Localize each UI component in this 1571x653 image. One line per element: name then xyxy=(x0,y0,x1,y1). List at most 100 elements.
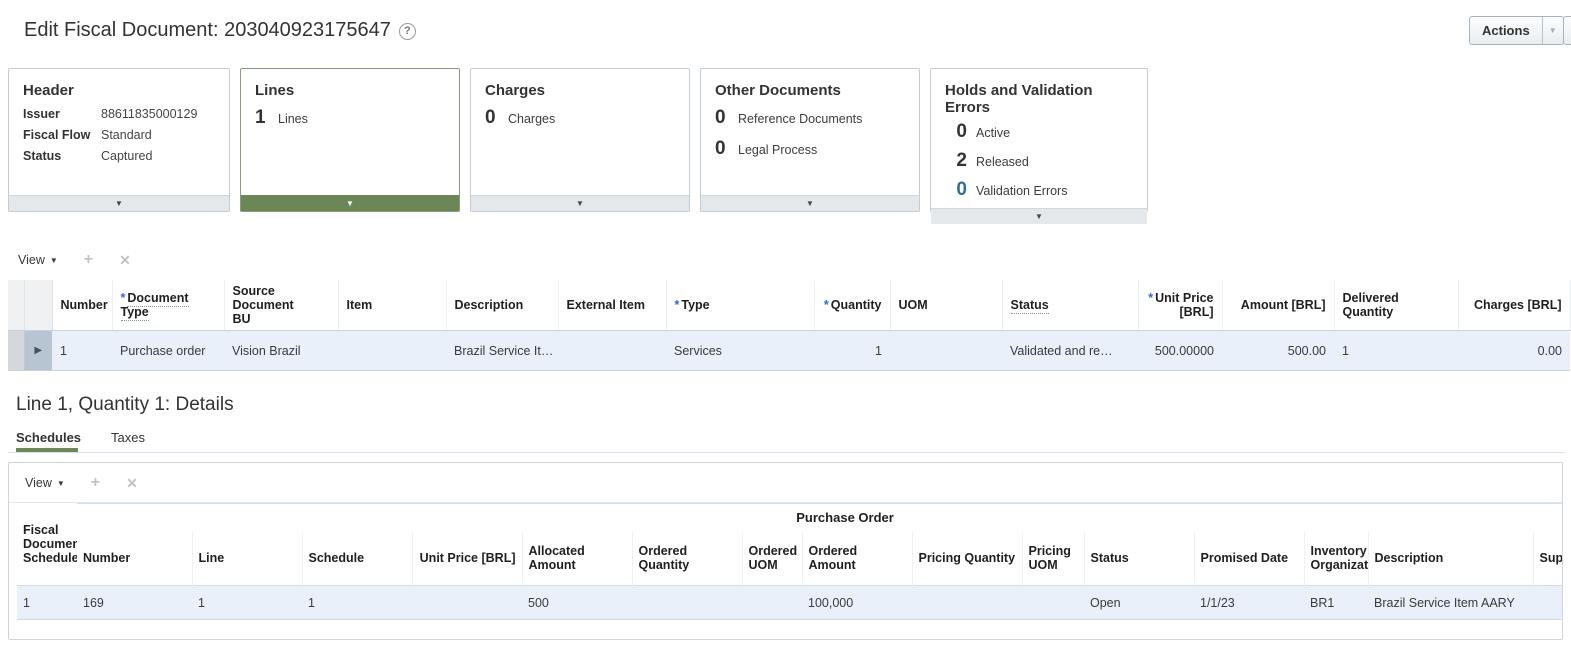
required-icon: * xyxy=(823,298,829,312)
col-promised-date[interactable]: Promised Date xyxy=(1194,531,1305,586)
card-expand-button[interactable]: ▼ xyxy=(931,208,1147,224)
help-icon[interactable]: ? xyxy=(398,23,416,40)
count-label: Validation Errors xyxy=(976,184,1068,198)
page-title: Edit Fiscal Document: 203040923175647? xyxy=(24,19,416,42)
view-menu-button[interactable]: View ▼ xyxy=(18,253,58,267)
col-schedule[interactable]: Schedule xyxy=(302,531,413,586)
col-type[interactable]: * Type xyxy=(666,280,815,331)
schedules-header-row: Number Line Schedule Unit Price [BRL] Al… xyxy=(17,531,1562,586)
cell-fiscal-document-schedule: 1 xyxy=(17,585,77,620)
col-description[interactable]: Description xyxy=(446,280,559,331)
delete-row-icon[interactable]: ✕ xyxy=(126,474,138,491)
col-supplier[interactable]: Supplier xyxy=(1533,531,1562,586)
cell-inventory-organization: BR1 xyxy=(1304,585,1368,620)
col-source-document-bu[interactable]: Source Document BU xyxy=(224,280,339,331)
col-external-item[interactable]: External Item xyxy=(558,280,667,331)
card-charges-title: Charges xyxy=(485,82,546,99)
col-label[interactable]: Type xyxy=(681,298,710,312)
actions-dropdown-icon[interactable]: ▼ xyxy=(1541,17,1563,44)
col-unit-price[interactable]: * Unit Price [BRL] xyxy=(1138,280,1223,331)
tab-schedules[interactable]: Schedules xyxy=(16,430,82,445)
cell-pricing-uom xyxy=(1022,585,1084,620)
cell-line: 1 xyxy=(192,585,302,620)
col-charges[interactable]: Charges [BRL] xyxy=(1458,280,1571,331)
col-status[interactable]: Status xyxy=(1002,280,1139,331)
col-document-type[interactable]: * Document Type xyxy=(112,280,225,331)
tab-taxes[interactable]: Taxes xyxy=(111,430,145,445)
card-holds-title: Holds and Validation Errors xyxy=(945,82,1093,116)
add-row-icon[interactable]: + xyxy=(83,251,94,268)
cell-ordered-uom xyxy=(742,585,802,620)
col-amount[interactable]: Amount [BRL] xyxy=(1222,280,1335,331)
cell-schedule: 1 xyxy=(302,585,412,620)
view-menu-button[interactable]: View ▼ xyxy=(25,476,65,490)
col-pricing-quantity[interactable]: Pricing Quantity xyxy=(912,531,1023,586)
add-row-icon[interactable]: + xyxy=(90,474,101,491)
card-holds-validation-errors[interactable]: Holds and Validation Errors 0 Active 2 R… xyxy=(930,68,1148,224)
col-number[interactable]: Number xyxy=(52,280,113,331)
count-label: Released xyxy=(976,155,1029,169)
col-fiscal-document-schedule[interactable]: Fiscal Document Schedule xyxy=(23,523,77,566)
cell-unit-price xyxy=(412,585,522,620)
card-expand-button[interactable]: ▼ xyxy=(241,195,459,211)
col-label[interactable]: Quantity xyxy=(830,298,882,312)
col-label[interactable]: Document Type xyxy=(120,291,189,321)
count-label: Legal Process xyxy=(738,143,818,157)
row-selector[interactable] xyxy=(8,330,25,371)
col-label[interactable]: Status xyxy=(1010,298,1049,314)
schedules-toolbar: View ▼ + ✕ xyxy=(25,474,138,492)
card-charges[interactable]: Charges 0 Charges ▼ xyxy=(470,68,690,212)
cell-external-item xyxy=(558,330,666,371)
col-delivered-quantity[interactable]: Delivered Quantity xyxy=(1334,280,1459,331)
clipped-edge-button[interactable] xyxy=(1563,16,1571,45)
summary-cards: Header Issuer 88611835000129 Fiscal Flow… xyxy=(8,68,1148,224)
delete-row-icon[interactable]: ✕ xyxy=(119,251,131,268)
col-ordered-uom[interactable]: Ordered UOM xyxy=(742,531,803,586)
col-line[interactable]: Line xyxy=(192,531,303,586)
card-expand-button[interactable]: ▼ xyxy=(471,195,689,211)
card-expand-button[interactable]: ▼ xyxy=(9,195,229,211)
cell-quantity: 1 xyxy=(814,330,890,371)
col-pricing-uom[interactable]: Pricing UOM xyxy=(1022,531,1085,586)
card-lines-title: Lines xyxy=(255,82,295,99)
count-label: Reference Documents xyxy=(738,112,863,126)
actions-button-label[interactable]: Actions xyxy=(1482,23,1530,38)
cell-delivered-quantity: 1 xyxy=(1334,330,1458,371)
actions-button[interactable]: Actions ▼ xyxy=(1469,16,1564,45)
chevron-down-icon: ▼ xyxy=(115,199,123,208)
col-allocated-amount[interactable]: Allocated Amount xyxy=(522,531,633,586)
cell-item xyxy=(338,330,446,371)
row-expand-icon[interactable]: ▶ xyxy=(24,330,52,371)
col-uom[interactable]: UOM xyxy=(890,280,1003,331)
active-tab-indicator xyxy=(16,448,78,452)
cell-uom xyxy=(890,330,1002,371)
chevron-down-icon: ▼ xyxy=(56,478,65,488)
col-label[interactable]: Unit Price [BRL] xyxy=(1155,291,1214,319)
card-lines[interactable]: Lines 1 Lines ▼ xyxy=(240,68,460,212)
card-other-documents[interactable]: Other Documents 0 Reference Documents 0 … xyxy=(700,68,920,212)
count-value[interactable]: 0 xyxy=(956,179,967,200)
col-description[interactable]: Description xyxy=(1368,531,1534,586)
view-menu-label: View xyxy=(25,476,52,490)
col-ordered-quantity[interactable]: Ordered Quantity xyxy=(632,531,743,586)
cell-number: 1 xyxy=(52,330,112,371)
count-label: Active xyxy=(976,126,1011,140)
col-unit-price[interactable]: Unit Price [BRL] xyxy=(412,531,523,586)
cell-source-document-bu: Vision Brazil xyxy=(224,330,338,371)
lines-table-row[interactable]: ▶ 1 Purchase order Vision Brazil Brazil … xyxy=(8,330,1570,371)
col-inventory-organization[interactable]: Inventory Organization xyxy=(1304,531,1369,586)
count-validation-errors[interactable]: 0 Validation Errors xyxy=(945,179,1133,201)
col-item[interactable]: Item xyxy=(338,280,447,331)
col-status[interactable]: Status xyxy=(1084,531,1195,586)
col-quantity[interactable]: * Quantity xyxy=(814,280,891,331)
field-label: Fiscal Flow xyxy=(23,128,91,142)
schedules-table-row[interactable]: 1 169 1 1 500 100,000 Open 1/1/23 BR1 Br… xyxy=(17,585,1562,620)
col-number[interactable]: Number xyxy=(77,531,193,586)
card-header[interactable]: Header Issuer 88611835000129 Fiscal Flow… xyxy=(8,68,230,212)
count-active: 0 Active xyxy=(945,121,1133,143)
field-status: Status Captured xyxy=(23,149,215,163)
tabs-divider xyxy=(8,452,1565,453)
card-expand-button[interactable]: ▼ xyxy=(701,195,919,211)
count-value: 0 xyxy=(485,107,496,128)
col-ordered-amount[interactable]: Ordered Amount xyxy=(802,531,913,586)
